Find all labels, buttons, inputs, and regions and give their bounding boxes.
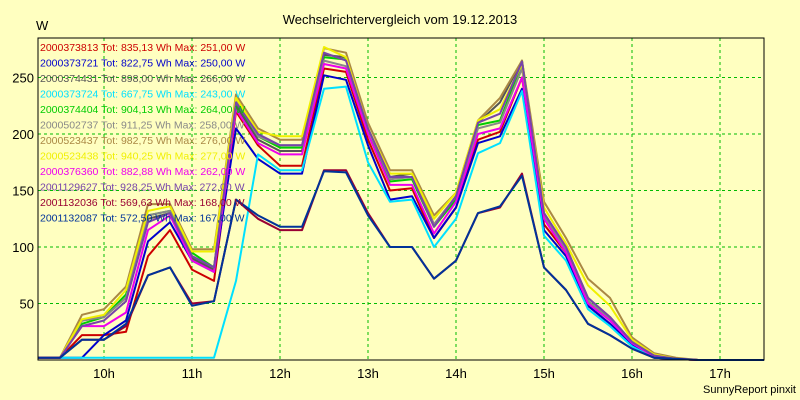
y-axis-label: W [36,18,49,33]
plot-frame [37,37,765,361]
x-tick-label: 13h [357,366,379,381]
series-line-7 [38,47,764,361]
y-tick-label: 200 [12,127,34,142]
series-line-10 [38,51,764,361]
y-tick-label: 100 [12,240,34,255]
x-ticks: 10h 11h 12h 13h 14h 15h 16h 17h [93,366,731,381]
legend: 2000373813 Tot: 835,13 Wh Max: 251,00 W 2… [40,42,245,225]
chart-title: Wechselrichtervergleich vom 19.12.2013 [283,12,518,27]
legend-entry-4: 2000373724 Tot: 667,75 Wh Max: 243,00 W [40,89,245,101]
legend-entry-3: 2000374431 Tot: 898,00 Wh Max: 266,00 W [40,73,245,85]
y-tick-label: 150 [12,184,34,199]
x-tick-label: 11h [182,366,203,381]
legend-entry-1: 2000373813 Tot: 835,13 Wh Max: 251,00 W [40,42,245,54]
legend-entry-9: 2000376360 Tot: 882,88 Wh Max: 262,00 W [40,166,245,178]
series-line-12 [38,170,764,361]
series-line-8 [38,46,764,361]
x-tick-label: 14h [445,366,467,381]
y-ticks: 50 100 150 200 250 [12,71,34,312]
legend-entry-10: 2001129627 Tot: 928,25 Wh Max: 272,00 W [40,182,245,194]
legend-entry-8: 2000523438 Tot: 940,25 Wh Max: 277,00 W [40,151,245,163]
y-tick-label: 50 [20,297,34,312]
x-tick-label: 12h [269,366,291,381]
legend-entry-6: 2000502737 Tot: 911,25 Wh Max: 258,00 W [40,120,245,132]
y-tick-label: 250 [12,71,34,86]
x-tick-label: 15h [533,366,555,381]
legend-entry-7: 2000523437 Tot: 982,75 Wh Max: 276,00 W [40,135,245,147]
series-line-4 [38,85,764,361]
legend-entry-11: 2001132036 Tot: 569,63 Wh Max: 168,00 W [40,197,245,209]
legend-entry-12: 2001132087 Tot: 572,50 Wh Max: 167,00 W [40,213,245,225]
series-lines [38,46,764,361]
x-tick-label: 16h [621,366,643,381]
legend-entry-5: 2000374404 Tot: 904,13 Wh Max: 264,00 W [40,104,245,116]
footer-credit: SunnyReport pinxit [703,384,796,396]
x-tick-label: 10h [93,366,115,381]
legend-entry-2: 2000373721 Tot: 822,75 Wh Max: 250,00 W [40,58,245,70]
x-tick-label: 17h [709,366,731,381]
